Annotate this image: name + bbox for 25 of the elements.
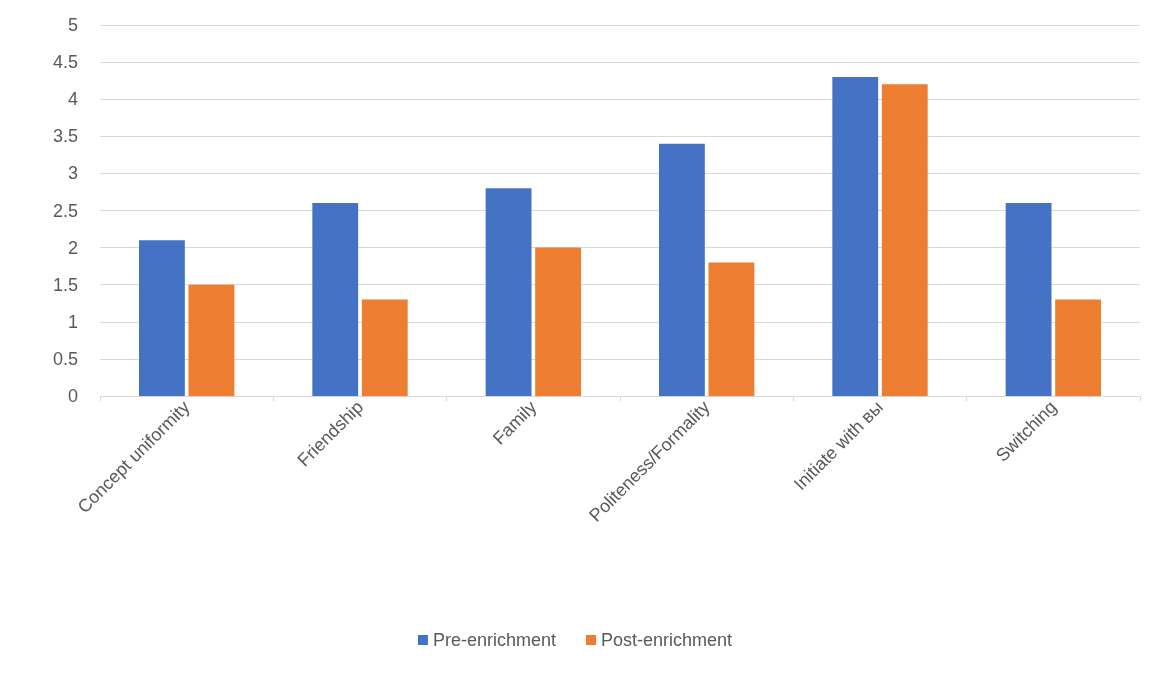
bar — [832, 76, 879, 396]
y-tick-label: 2 — [67, 237, 78, 258]
bar — [485, 188, 532, 396]
bar — [188, 284, 235, 396]
bar — [708, 262, 755, 396]
bar — [312, 203, 359, 396]
y-tick-label: 3 — [67, 163, 78, 184]
y-tick-label: 0 — [67, 386, 78, 406]
bar — [881, 84, 928, 396]
y-tick-label: 0.5 — [52, 348, 78, 369]
bar — [1005, 203, 1052, 396]
y-tick-label: 2.5 — [52, 200, 78, 221]
y-tick-label: 3.5 — [52, 126, 78, 147]
y-tick-label: 5 — [67, 15, 78, 35]
bar — [361, 299, 408, 396]
y-tick-label: 4.5 — [52, 52, 78, 73]
bar — [535, 247, 581, 396]
y-tick-label: 1.5 — [52, 274, 78, 295]
y-tick-label: 4 — [67, 89, 78, 110]
y-tick-label: 1 — [67, 311, 78, 332]
bar — [139, 240, 185, 396]
bar — [659, 143, 705, 396]
legend-label: Post-enrichment — [601, 630, 733, 650]
bar — [1055, 299, 1101, 396]
legend-label: Pre-enrichment — [432, 630, 556, 650]
